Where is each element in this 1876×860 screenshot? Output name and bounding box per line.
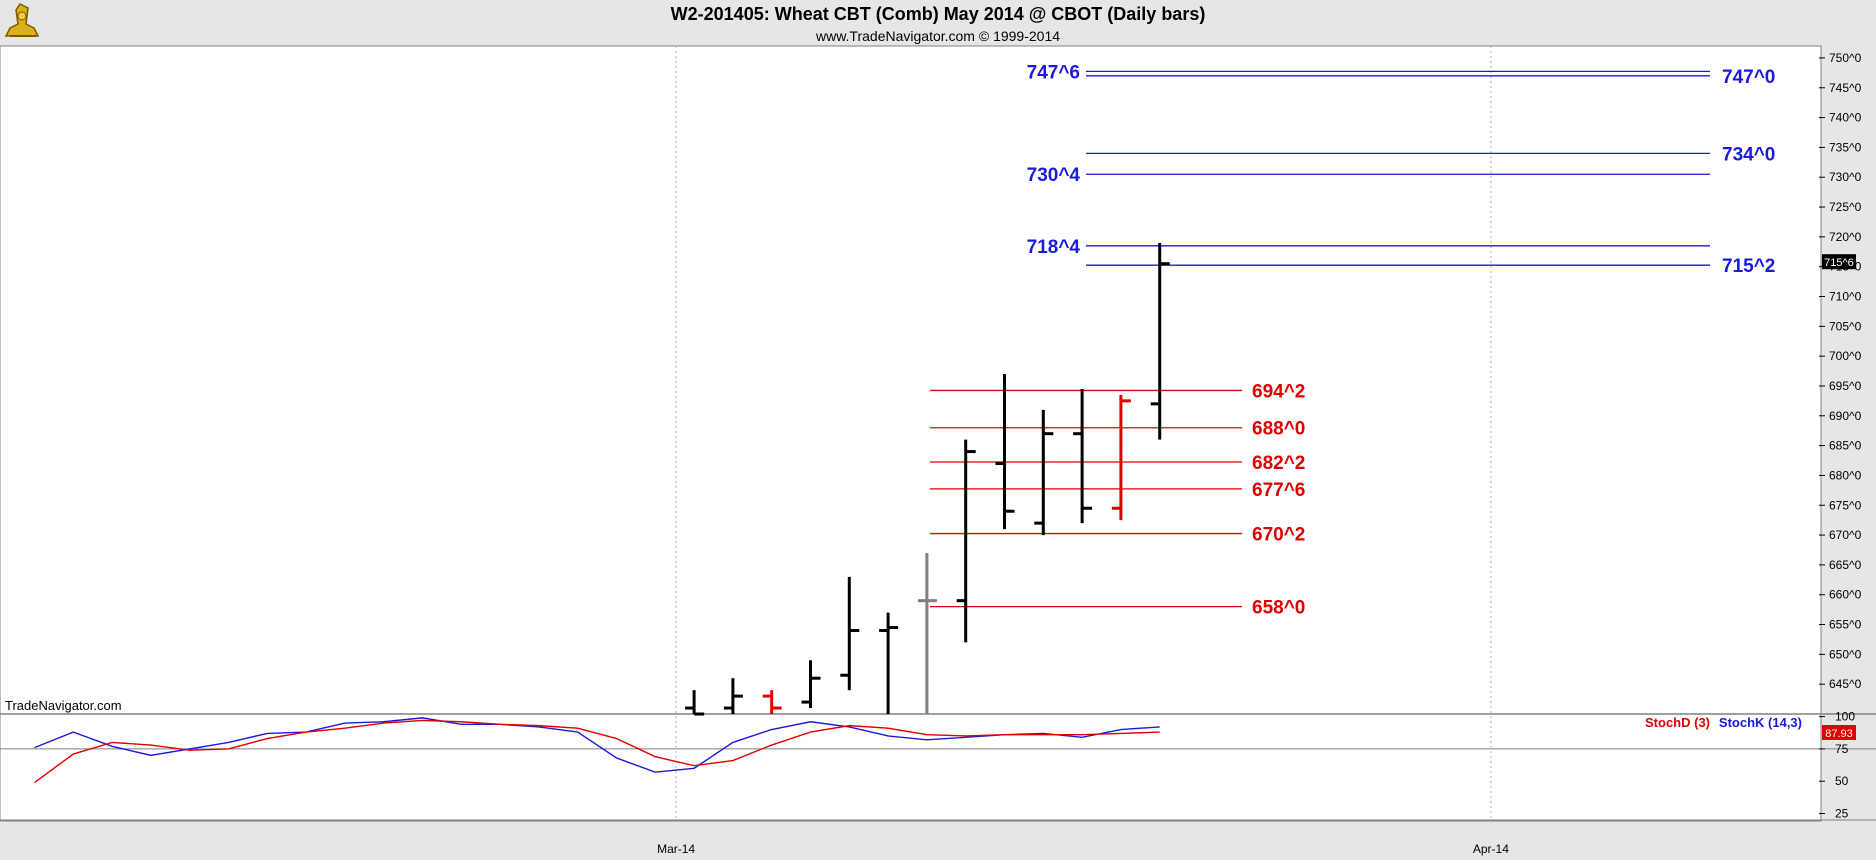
ohlc-bar[interactable]: [1111, 394, 1131, 521]
ohlc-bar[interactable]: [995, 374, 1015, 530]
y-tick-label: 705^0: [1829, 319, 1862, 333]
level-label: 747^0: [1722, 67, 1775, 88]
level-label: 715^2: [1722, 256, 1775, 277]
x-tick-label: Apr-14: [1473, 842, 1509, 856]
y-tick-label: 745^0: [1829, 81, 1862, 95]
chart-title: W2-201405: Wheat CBT (Comb) May 2014 @ C…: [671, 4, 1206, 24]
y-tick-label: 670^0: [1829, 528, 1862, 542]
level-label: 688^0: [1252, 419, 1305, 440]
level-label: 677^6: [1252, 480, 1305, 501]
level-label: 694^2: [1252, 381, 1305, 402]
level-label: 747^6: [1027, 62, 1080, 83]
ohlc-bar[interactable]: [917, 552, 937, 714]
y-tick-label: 700^0: [1829, 349, 1862, 363]
ohlc-bar[interactable]: [1150, 242, 1170, 440]
ohlc-bar[interactable]: [685, 690, 705, 716]
y-tick-label: 750^0: [1829, 51, 1862, 65]
stoch-tick-label: 75: [1835, 742, 1849, 756]
y-tick-label: 725^0: [1829, 200, 1862, 214]
legend-stochd: StochD (3): [1645, 715, 1710, 730]
last-price-label: 715^6: [1824, 257, 1854, 269]
level-label: 734^0: [1722, 144, 1775, 165]
ohlc-bar[interactable]: [801, 660, 821, 709]
y-tick-label: 740^0: [1829, 111, 1862, 125]
level-label: 670^2: [1252, 525, 1305, 546]
y-tick-label: 680^0: [1829, 468, 1862, 482]
y-tick-label: 655^0: [1829, 618, 1862, 632]
y-tick-label: 695^0: [1829, 379, 1862, 393]
stoch-series-line: [34, 717, 1160, 773]
y-tick-label: 665^0: [1829, 558, 1862, 572]
stoch-tick-label: 50: [1835, 774, 1849, 788]
ohlc-bar[interactable]: [762, 690, 782, 714]
stoch-tick-label: 25: [1835, 807, 1849, 821]
stoch-value-badge: [1822, 725, 1856, 740]
ohlc-bar[interactable]: [840, 576, 860, 691]
y-tick-label: 675^0: [1829, 498, 1862, 512]
ohlc-bar[interactable]: [1073, 388, 1093, 524]
last-price-badge: [1822, 254, 1856, 270]
stoch-value-label: 87.93: [1825, 728, 1853, 740]
y-tick-label: 685^0: [1829, 439, 1862, 453]
legend-stochk: StochK (14,3): [1719, 715, 1802, 730]
stochastic-panel[interactable]: [0, 713, 1822, 822]
ohlc-bar[interactable]: [723, 678, 743, 714]
level-label: 718^4: [1027, 237, 1081, 258]
y-tick-label: 650^0: [1829, 647, 1862, 661]
watermark-text: TradeNavigator.com: [5, 698, 122, 713]
y-tick-label: 690^0: [1829, 409, 1862, 423]
ohlc-bar[interactable]: [956, 439, 976, 643]
y-tick-label: 710^0: [1829, 290, 1862, 304]
level-label: 658^0: [1252, 598, 1305, 619]
level-label: 682^2: [1252, 453, 1305, 474]
y-tick-label: 735^0: [1829, 140, 1862, 154]
x-tick-label: Mar-14: [657, 842, 695, 856]
ohlc-bar[interactable]: [1034, 409, 1054, 536]
trade-navigator-logo-icon: [4, 3, 40, 37]
level-label: 730^4: [1027, 165, 1081, 186]
y-tick-label: 660^0: [1829, 588, 1862, 602]
stoch-series-line: [34, 719, 1160, 784]
y-tick-label: 720^0: [1829, 230, 1862, 244]
price-panel[interactable]: [0, 45, 1822, 715]
y-tick-label: 645^0: [1829, 677, 1862, 691]
stoch-tick-label: 100: [1835, 710, 1855, 724]
y-tick-label: 730^0: [1829, 170, 1862, 184]
chart-subtitle: www.TradeNavigator.com © 1999-2014: [815, 28, 1060, 44]
ohlc-bar[interactable]: [879, 612, 899, 714]
